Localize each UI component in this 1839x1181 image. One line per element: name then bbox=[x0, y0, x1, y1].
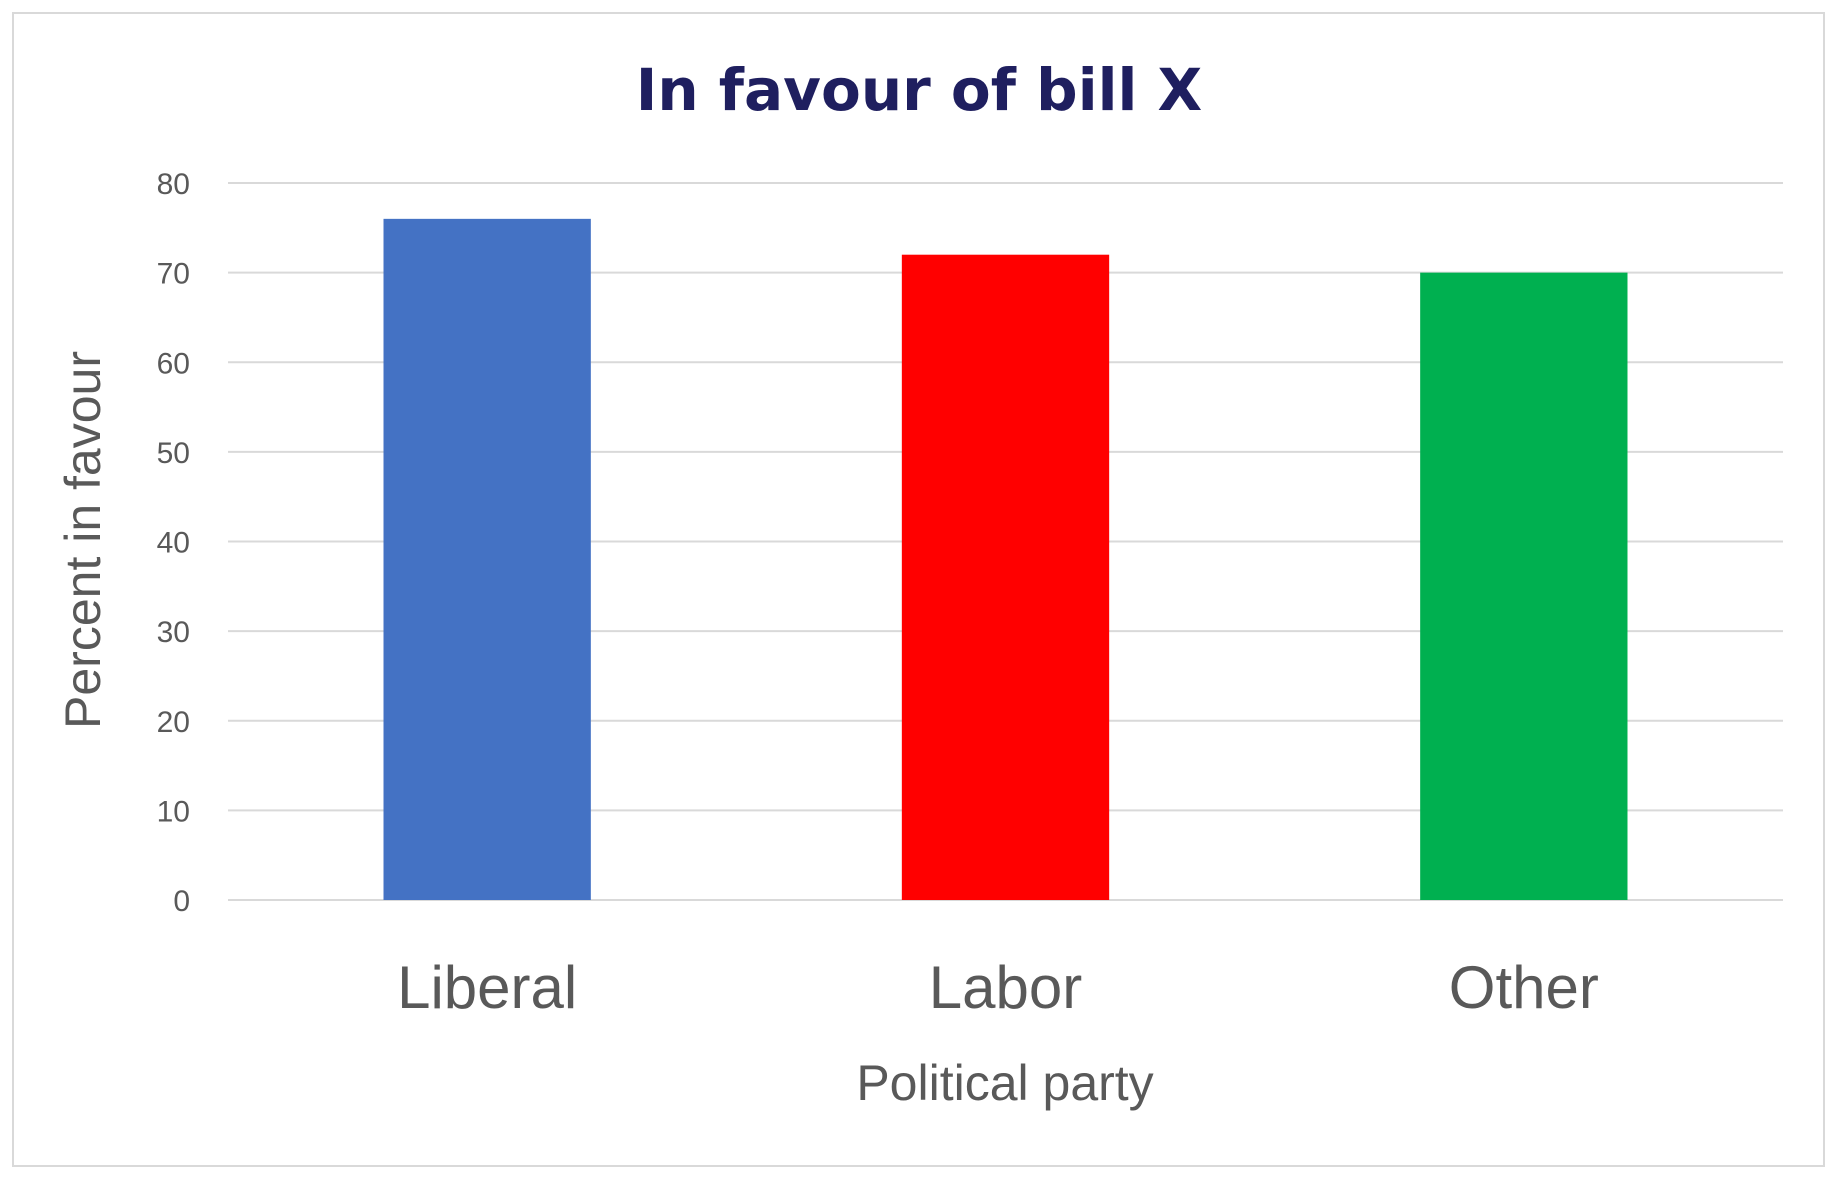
bar-labor bbox=[901, 254, 1110, 900]
x-tick-label-liberal: Liberal bbox=[397, 954, 577, 1021]
y-tick-label-80: 80 bbox=[157, 168, 190, 201]
y-tick-label-10: 10 bbox=[157, 795, 190, 828]
bars bbox=[383, 218, 1628, 901]
chart-title: In favour of bill X bbox=[636, 56, 1203, 124]
x-axis-tick-labels: Liberal Labor Other bbox=[397, 954, 1599, 1021]
y-tick-label-40: 40 bbox=[157, 527, 190, 560]
x-tick-label-labor: Labor bbox=[929, 954, 1082, 1021]
y-tick-label-0: 0 bbox=[173, 885, 190, 918]
x-axis-title: Political party bbox=[856, 1055, 1153, 1111]
y-axis-tick-labels: 0 10 20 30 40 50 60 70 80 bbox=[157, 168, 190, 918]
y-tick-label-60: 60 bbox=[157, 347, 190, 380]
y-tick-label-20: 20 bbox=[157, 706, 190, 739]
y-tick-label-30: 30 bbox=[157, 616, 190, 649]
y-axis-title: Percent in favour bbox=[55, 351, 111, 729]
x-tick-label-other: Other bbox=[1449, 954, 1599, 1021]
bar-liberal bbox=[383, 218, 591, 901]
y-tick-label-50: 50 bbox=[157, 437, 190, 470]
bar-other bbox=[1420, 272, 1628, 900]
y-tick-label-70: 70 bbox=[157, 258, 190, 291]
